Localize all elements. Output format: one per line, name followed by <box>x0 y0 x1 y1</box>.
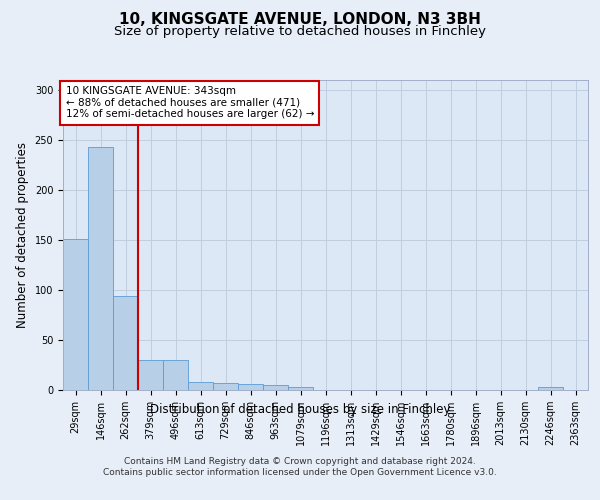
Bar <box>238 384 263 390</box>
Y-axis label: Number of detached properties: Number of detached properties <box>16 142 29 328</box>
Bar <box>263 385 288 390</box>
Bar <box>138 360 163 390</box>
Text: Contains HM Land Registry data © Crown copyright and database right 2024.
Contai: Contains HM Land Registry data © Crown c… <box>103 458 497 477</box>
Bar <box>88 147 113 390</box>
Bar <box>288 387 313 390</box>
Text: 10 KINGSGATE AVENUE: 343sqm
← 88% of detached houses are smaller (471)
12% of se: 10 KINGSGATE AVENUE: 343sqm ← 88% of det… <box>65 86 314 120</box>
Bar <box>163 360 188 390</box>
Text: 10, KINGSGATE AVENUE, LONDON, N3 3BH: 10, KINGSGATE AVENUE, LONDON, N3 3BH <box>119 12 481 28</box>
Text: Size of property relative to detached houses in Finchley: Size of property relative to detached ho… <box>114 25 486 38</box>
Bar <box>113 296 138 390</box>
Bar <box>63 239 88 390</box>
Text: Distribution of detached houses by size in Finchley: Distribution of detached houses by size … <box>150 402 450 415</box>
Bar <box>538 387 563 390</box>
Bar <box>213 383 238 390</box>
Bar <box>188 382 213 390</box>
